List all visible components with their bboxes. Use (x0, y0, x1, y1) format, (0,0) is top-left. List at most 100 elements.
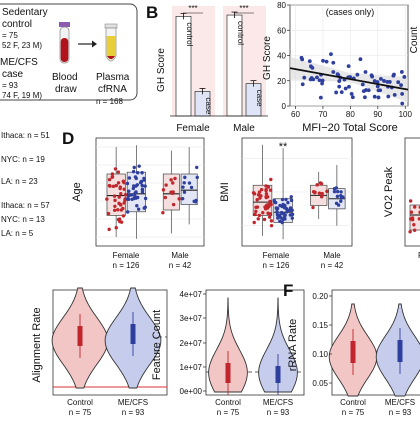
scatter-point (324, 59, 329, 64)
arrow-head-icon (92, 40, 97, 48)
scatter-point (372, 94, 377, 99)
scatter-point (350, 95, 355, 100)
age-xtick-male: Male (171, 251, 189, 260)
age-box-point-control (117, 217, 122, 221)
gh-significance-0: *** (188, 4, 197, 13)
blood-draw-l1: Blood (52, 72, 78, 83)
age-box-point-case (135, 204, 139, 208)
age-box-point-control (171, 190, 175, 194)
bmi-box-point-case (278, 219, 282, 223)
scatter-point (299, 55, 304, 60)
bmi-box-point-case (332, 189, 337, 194)
bmi-box-point-case (335, 189, 340, 194)
age-box-point-case (187, 181, 192, 185)
gh-bar-label-control-0: control (185, 22, 194, 46)
bmi-box-point-control (266, 185, 271, 189)
age-box-point-control (107, 177, 112, 182)
age-box-point-case (137, 164, 141, 168)
scatter-point (392, 93, 397, 97)
rrna-ylabel: rRNA Rate (287, 319, 299, 372)
bmi-box-point-case (280, 197, 285, 202)
age-box-point-control (171, 202, 176, 207)
scatter-point (307, 59, 312, 64)
rrna-xtick-control: Control (340, 398, 366, 407)
bmi-box-point-control (269, 177, 273, 182)
bmi-box-point-control (268, 188, 273, 192)
age-box-point-control (116, 181, 121, 185)
bmi-box-point-control (268, 199, 272, 204)
vo2-xtick-f: F (418, 251, 420, 260)
scatter-point (363, 70, 368, 74)
bmi-box-point-control (259, 187, 264, 192)
age-box-point-case (131, 186, 136, 191)
scatter-xtick-80: 80 (346, 110, 355, 119)
bmi-box-point-case (334, 201, 339, 206)
gh-bar-label-case-1: case (255, 90, 264, 107)
scatter-point (302, 75, 307, 80)
scatter-title: (cases only) (326, 7, 375, 17)
site-control-0: Ithaca: n = 51 (1, 131, 50, 140)
bmi-box-point-control (257, 213, 262, 218)
scatter-ticks: 60 70 80 90 100 0 20 40 60 80 (277, 1, 412, 119)
scatter-point (361, 89, 366, 93)
age-box-point-control (119, 191, 123, 196)
age-box-point-case (143, 196, 148, 201)
panel-d: D Age Female n = 126 Male n = 42 ** BMI … (62, 129, 420, 270)
age-box-point-control (113, 167, 118, 171)
scatter-point (376, 95, 381, 100)
scatter-point (321, 58, 325, 63)
age-box-point-control (112, 208, 117, 212)
panel-a-frame (0, 3, 138, 101)
site-case-0: Ithaca: n = 57 (1, 201, 50, 210)
vo2-point-control (412, 205, 417, 209)
feature-ytick-0: 0e+00 (180, 387, 203, 396)
bmi-box-point-control (254, 209, 258, 214)
feature-n-mecfs: n = 93 (267, 408, 290, 417)
feature-ytick-4: 4e+07 (180, 290, 203, 299)
scatter-point (399, 83, 403, 88)
site-case-1: NYC: n = 13 (1, 215, 45, 224)
age-box-point-case (127, 189, 131, 193)
scatter-point (363, 95, 367, 100)
control-n: = 75 (2, 31, 18, 40)
bmi-box-point-control (256, 217, 260, 221)
bmi-ylabel: BMI (219, 182, 231, 202)
age-box-point-case (136, 207, 141, 211)
plasma-l1: Plasma (96, 72, 130, 83)
alignment-xtick-control: Control (67, 398, 93, 407)
scatter-point (331, 60, 336, 65)
scatter-xtick-70: 70 (318, 110, 327, 119)
bmi-box-point-case (280, 211, 285, 215)
scatter-point (337, 84, 342, 89)
case-title: ME/CFS (0, 57, 38, 68)
control-split: 52 F, 23 M) (2, 41, 42, 50)
bmi-box-point-case (339, 190, 343, 194)
rrna-ytick-2: 0.15 (312, 321, 328, 330)
bmi-box-point-control (313, 191, 317, 195)
feature-violin-plot: Feature Count 0e+001e+072e+073e+074e+07 … (151, 289, 305, 417)
vo2-point-control (408, 230, 412, 234)
age-box-point-case (139, 179, 143, 184)
age-box-point-control (111, 184, 116, 189)
age-box-point-control (113, 198, 117, 203)
scatter-point (347, 84, 351, 89)
bmi-xtick-male: Male (323, 251, 341, 260)
scatter-ylabel: GH Score (262, 36, 273, 80)
alignment-n-mecfs: n = 93 (122, 408, 145, 417)
bmi-box-point-control (255, 205, 260, 209)
site-control-1: NYC: n = 19 (1, 155, 45, 164)
age-box-point-control (177, 197, 181, 201)
feature-ytick-2: 2e+07 (180, 339, 203, 348)
scatter-point (343, 86, 348, 91)
feature-ytick-1: 1e+07 (180, 363, 203, 372)
vo2-point-control (410, 216, 415, 220)
scatter-point (378, 76, 383, 81)
bmi-box-point-case (289, 198, 294, 203)
bmi-box-point-control (259, 194, 263, 198)
bmi-box-point-case (332, 187, 337, 191)
age-box-point-case (132, 165, 136, 170)
panel-label-f: F (283, 281, 293, 300)
age-box-point-control (114, 225, 118, 230)
gh-significance-1: *** (239, 4, 248, 13)
scatter-point (382, 79, 386, 83)
